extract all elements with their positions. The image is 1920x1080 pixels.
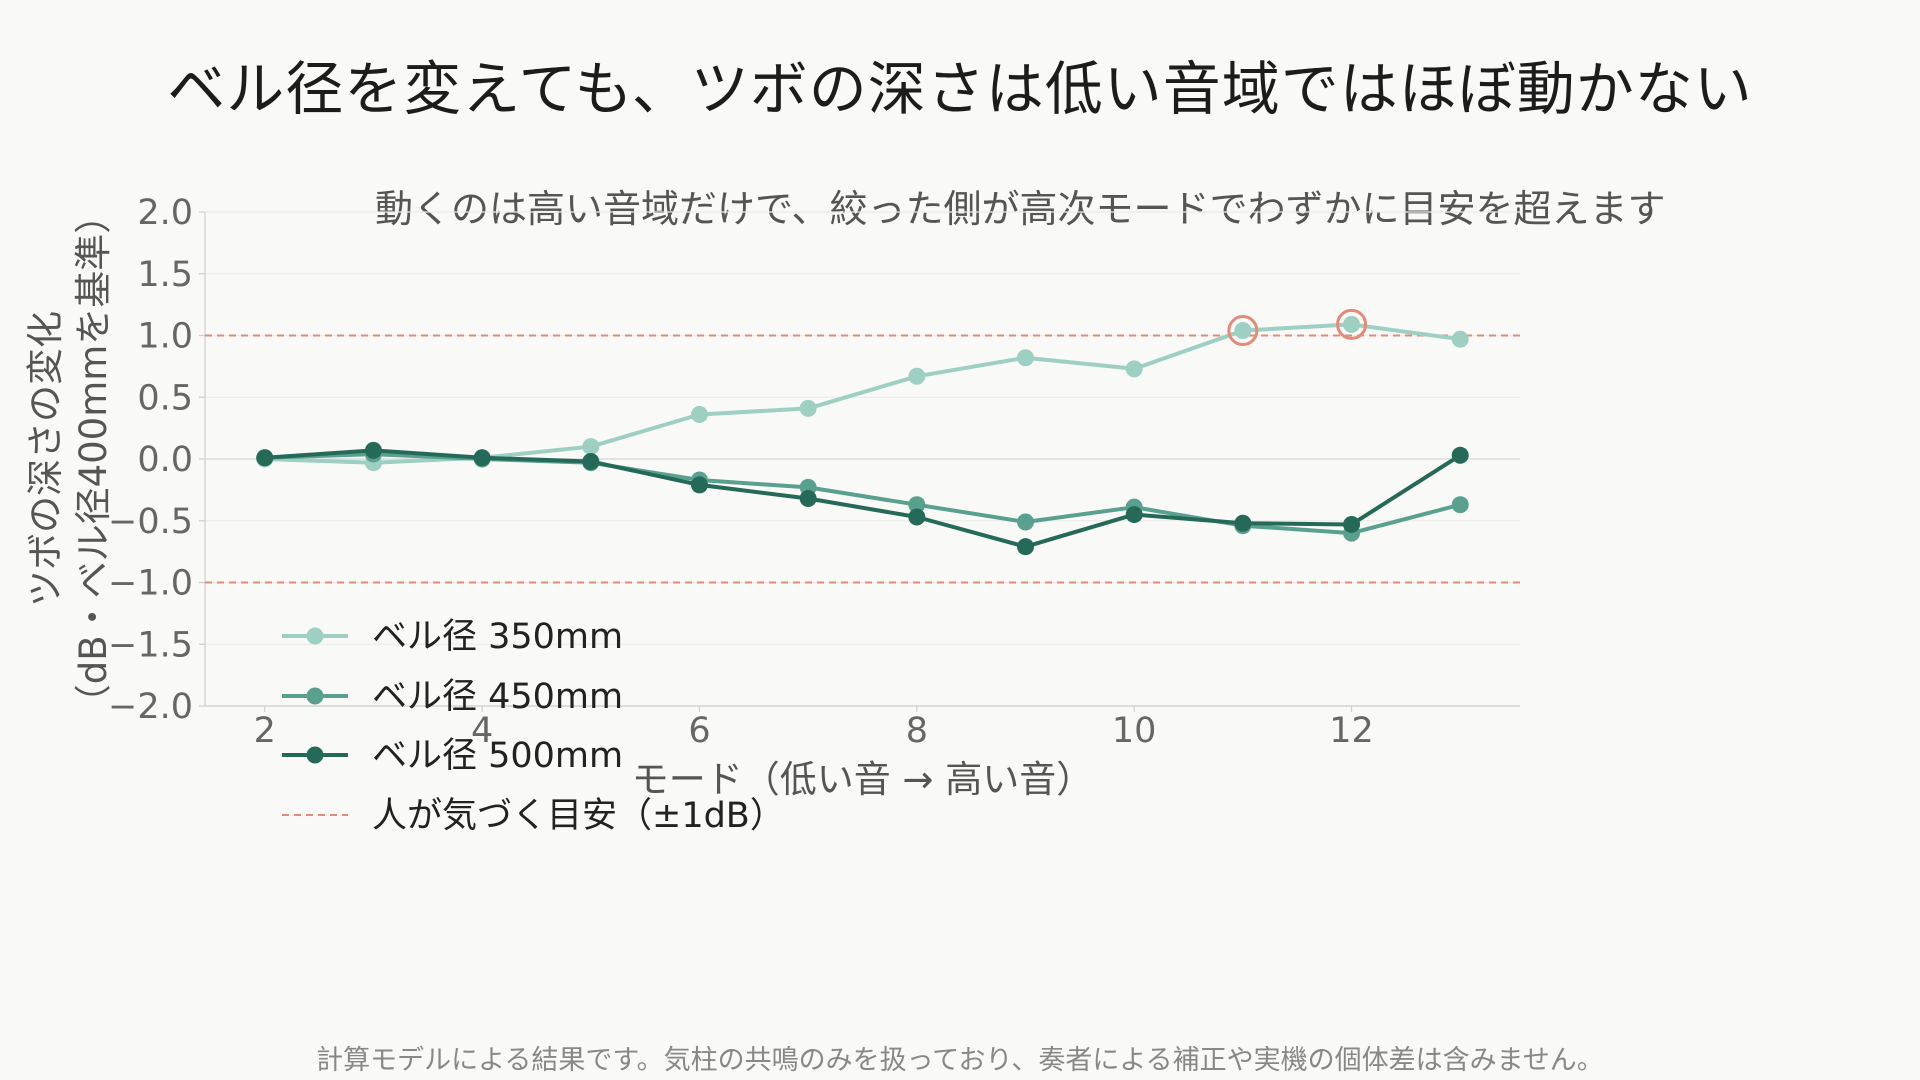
legend-label: ベル径 450mm — [372, 677, 623, 717]
y-tick-label: 1.5 — [137, 255, 193, 295]
x-tick-label: 6 — [688, 711, 710, 751]
legend-label: ベル径 350mm — [372, 617, 623, 657]
chart-title: ベル径を変えても、ツボの深さは低い音域ではほぼ動かない — [167, 55, 1753, 123]
data-point — [1017, 513, 1035, 531]
data-point — [690, 476, 708, 494]
data-point — [1125, 360, 1143, 378]
y-axis-title-line-2: （dB・ベル径400mmを基準） — [72, 197, 115, 722]
data-point — [1125, 506, 1143, 524]
data-point — [1234, 514, 1252, 532]
legend-label-threshold: 人が気づく目安（±1dB） — [372, 796, 785, 836]
axis-layer: 2.0 1.5 1.0 0.5 0.0 −0.5 −1.0 −1.5 −2.0 2 4 6 8 10 12 — [108, 193, 1520, 751]
data-point — [1343, 315, 1361, 333]
y-tick-label: −0.5 — [108, 502, 193, 542]
chart-subtitle: 動くのは高い音域だけで、絞った側が高次モードでわずかに目安を超えます — [375, 187, 1666, 231]
threshold-layer — [205, 334, 1520, 584]
y-tick-label: −1.0 — [108, 564, 193, 604]
x-tick-label: 4 — [471, 711, 493, 751]
y-axis-title-line-1: ツボの深さの変化 — [24, 311, 67, 607]
data-point — [799, 490, 817, 508]
data-point — [1451, 446, 1469, 464]
y-tick-label: 2.0 — [137, 193, 193, 233]
data-point — [908, 508, 926, 526]
y-tick-label: 0.0 — [137, 440, 193, 480]
y-tick-label: 1.0 — [137, 317, 193, 357]
data-point — [1451, 330, 1469, 348]
series-layer — [256, 315, 1469, 556]
data-point — [908, 367, 926, 385]
label-layer: モード（低い音 → 高い音） ツボの深さの変化 （dB・ベル径400mmを基準） — [24, 197, 1093, 801]
data-point — [473, 449, 491, 467]
highlight-layer — [1227, 308, 1368, 347]
legend-swatch-marker — [306, 687, 324, 705]
data-point — [690, 406, 708, 424]
data-point — [1343, 515, 1361, 533]
x-tick-label: 8 — [906, 711, 928, 751]
series-line — [264, 322, 1461, 465]
data-point — [1017, 349, 1035, 367]
series-line — [264, 448, 1462, 549]
legend-swatch-marker — [306, 627, 324, 645]
y-tick-label: −1.5 — [108, 625, 193, 665]
data-point — [908, 496, 926, 514]
data-point — [799, 399, 817, 417]
legend: ベル径 350mm ベル径 450mm ベル径 500mm 人が気づく目安（±1dB） — [282, 617, 785, 836]
legend-label: ベル径 500mm — [372, 736, 623, 776]
x-tick-label: 2 — [254, 711, 276, 751]
y-axis-title: ツボの深さの変化 （dB・ベル径400mmを基準） — [24, 197, 115, 722]
x-tick-label: 12 — [1329, 711, 1374, 751]
legend-swatch-marker — [306, 746, 324, 764]
data-point — [256, 449, 274, 467]
y-tick-label: −2.0 — [108, 687, 193, 727]
x-axis-title: モード（低い音 → 高い音） — [632, 758, 1094, 801]
y-tick-label: 0.5 — [137, 378, 193, 418]
x-tick-label: 10 — [1112, 711, 1157, 751]
data-point — [364, 441, 382, 459]
highlight-ring — [1227, 315, 1259, 347]
data-point — [582, 438, 600, 456]
data-point — [1017, 538, 1035, 556]
footnote: 計算モデルによる結果です。気柱の共鳴のみを扱っており、奏者による補正や実機の個体… — [316, 1045, 1604, 1076]
highlight-ring — [1336, 308, 1368, 340]
data-point — [1451, 496, 1469, 514]
data-point — [1234, 322, 1252, 340]
data-point — [582, 452, 600, 470]
